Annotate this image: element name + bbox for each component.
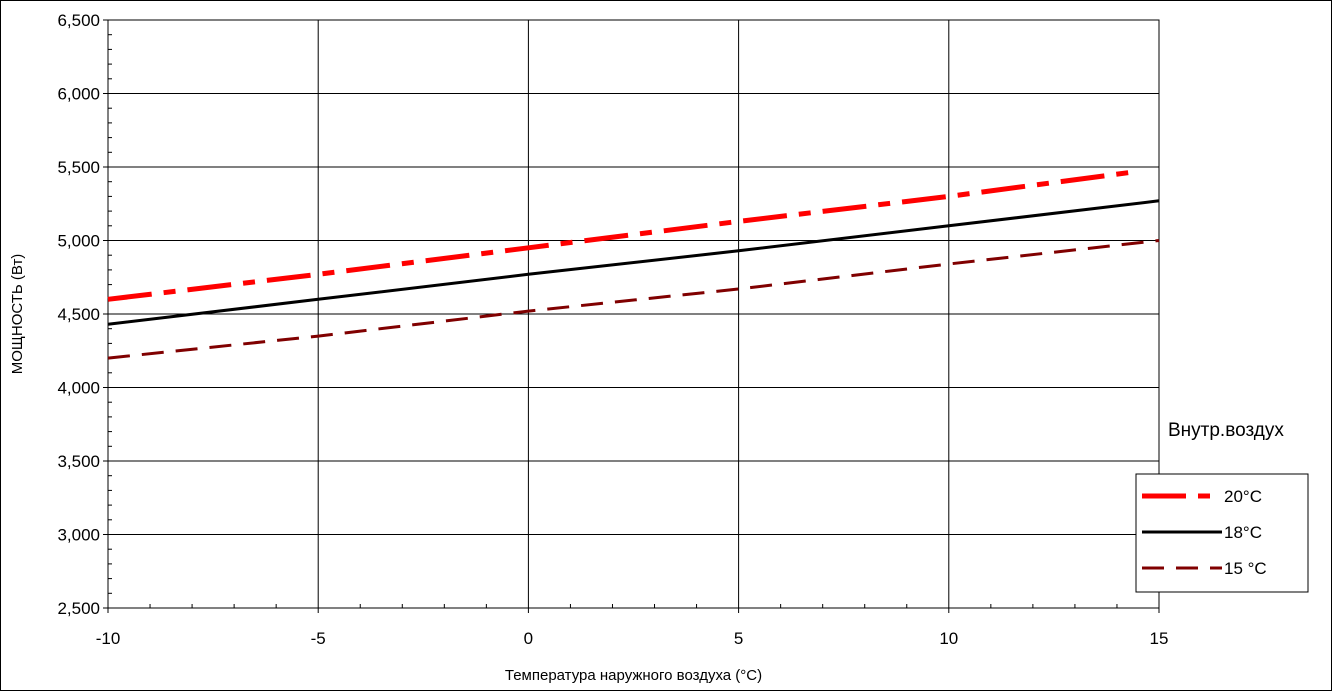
- x-tick-label: 0: [524, 629, 533, 648]
- y-tick-label: 2,500: [57, 599, 100, 618]
- grid-lines: [103, 19, 1160, 613]
- series-line-20: [107, 168, 1139, 302]
- legend-label: 15 °C: [1224, 559, 1267, 578]
- legend-label: 18°C: [1224, 523, 1262, 542]
- legend-label: 20°C: [1224, 487, 1262, 506]
- series-line-18: [107, 199, 1160, 326]
- y-tick-label: 4,000: [57, 379, 100, 398]
- legend: 20°C 18°C 15 °C: [1135, 473, 1309, 593]
- x-tick-label: -5: [311, 629, 326, 648]
- y-tick-label: 3,500: [57, 452, 100, 471]
- plot-area: [107, 19, 1160, 609]
- y-tick-label: 6,500: [57, 11, 100, 30]
- x-axis-tick-labels: -10 -5 0 5 10 15: [96, 629, 1169, 648]
- y-tick-label: 6,000: [57, 85, 100, 104]
- x-axis-title: Температура наружного воздуха (°С): [505, 667, 762, 684]
- y-tick-label: 5,000: [57, 232, 100, 251]
- x-tick-label: 10: [939, 629, 958, 648]
- y-axis-tick-labels: 6,500 6,000 5,500 5,000 4,500 4,000 3,500 3,000…: [57, 11, 100, 618]
- series-line-15: [107, 239, 1160, 360]
- x-tick-label: 5: [734, 629, 743, 648]
- x-tick-label: 15: [1150, 629, 1169, 648]
- y-tick-label: 4,500: [57, 305, 100, 324]
- y-tick-label: 3,000: [57, 526, 100, 545]
- legend-title: Внутр.воздух: [1168, 420, 1284, 441]
- y-axis-title: МОЩНОСТЬ (Вт): [9, 254, 26, 375]
- y-tick-label: 5,500: [57, 158, 100, 177]
- series-lines: [107, 168, 1160, 360]
- minor-ticks: [108, 34, 1118, 608]
- x-tick-label: -10: [96, 629, 121, 648]
